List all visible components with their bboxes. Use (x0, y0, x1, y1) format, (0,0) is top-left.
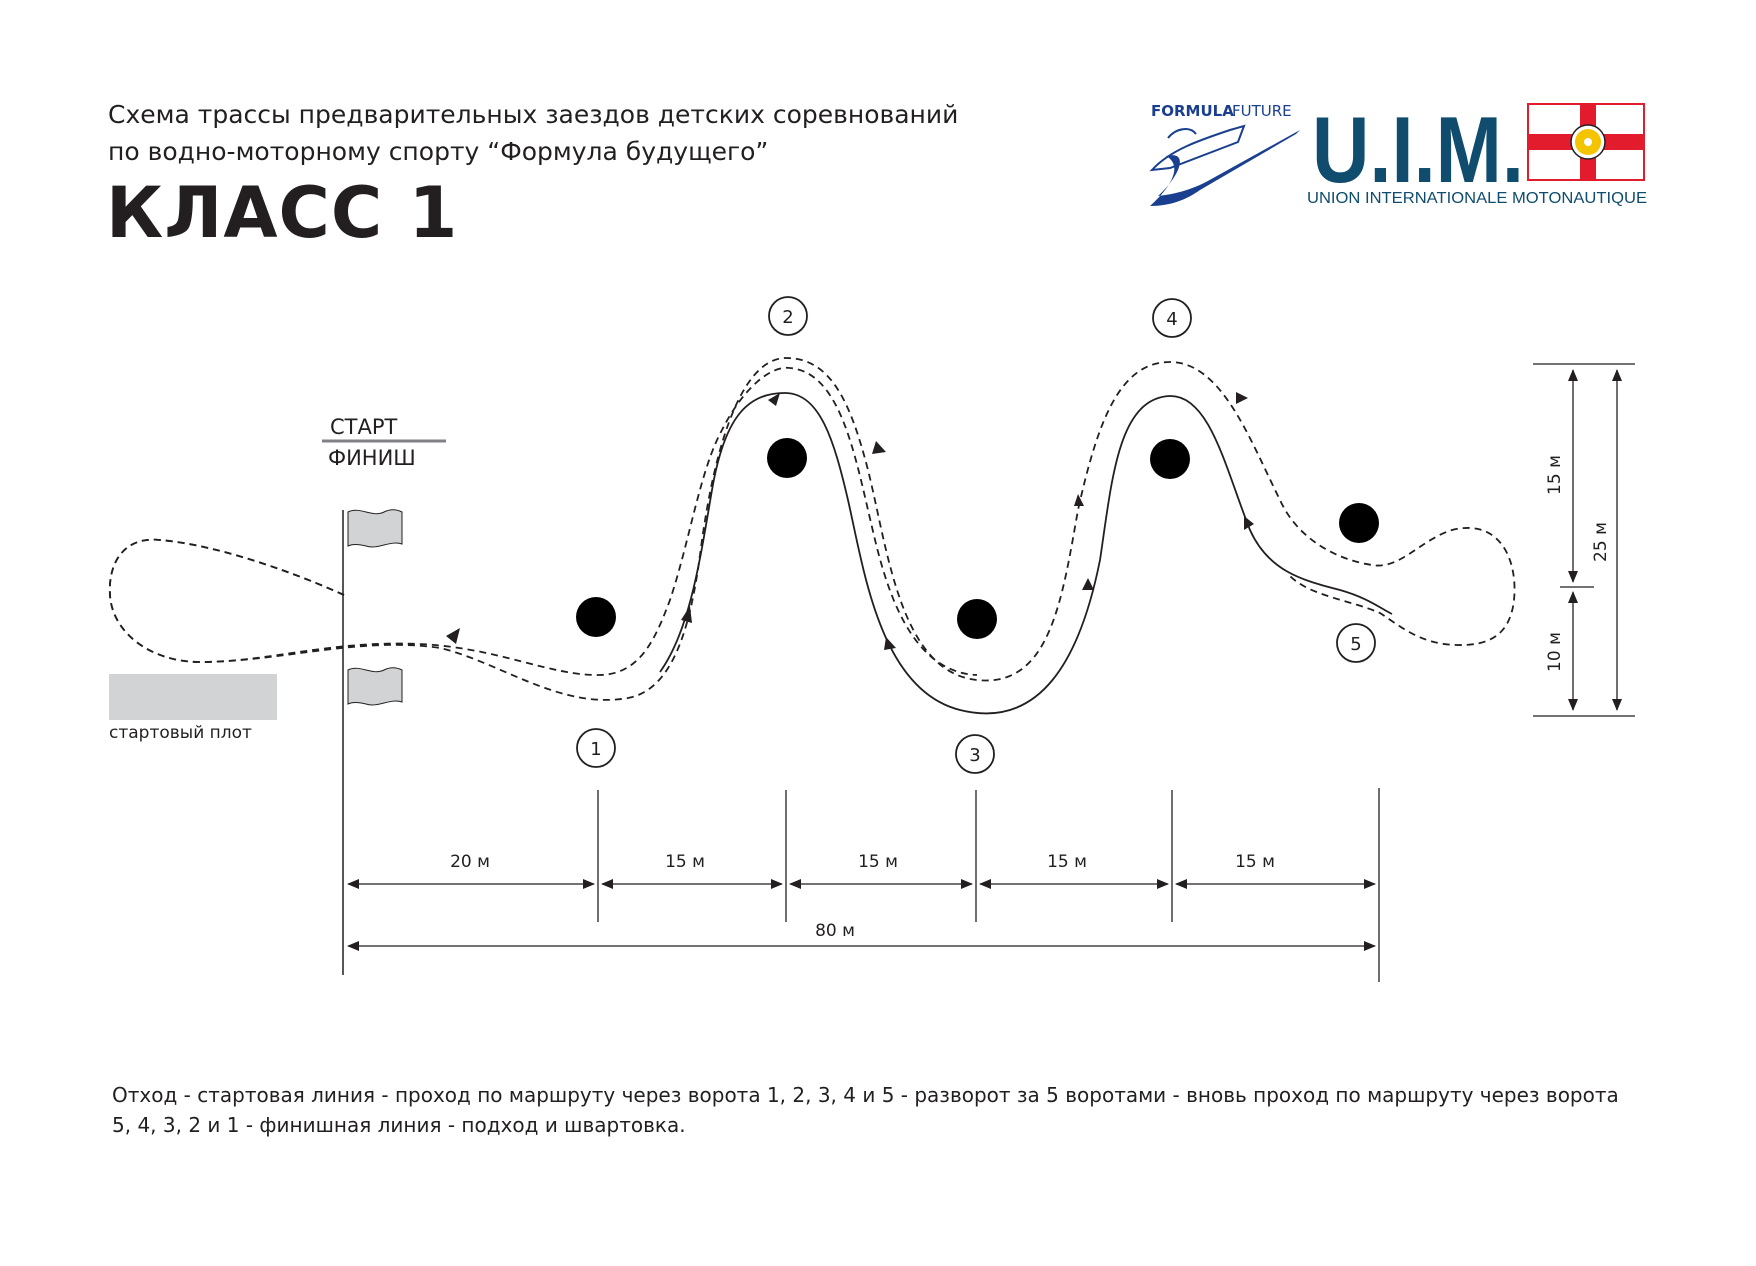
title-line-2: по водно-моторному спорту “Формула будущ… (108, 137, 769, 166)
gate-number-1: 1 (576, 728, 616, 768)
dim-label-vertical-25m: 25 м (1591, 522, 1611, 562)
uim-logo: U.I.M. UNION INTERNATIONALE MOTONAUTIQUE (1307, 97, 1647, 207)
title-line-1: Схема трассы предварительных заездов дет… (108, 100, 959, 129)
buoy-2 (767, 438, 807, 478)
route-solid (659, 392, 1393, 715)
dim-label-20m: 20 м (450, 852, 490, 872)
vertical-dimensions (1533, 363, 1635, 717)
buoy-3 (957, 599, 997, 639)
dim-label-15m-a: 15 м (665, 852, 705, 872)
horizontal-dimensions (347, 788, 1380, 982)
formula-future-logo: FORMULA FUTURE (1149, 102, 1300, 206)
gate-4-label: 4 (1166, 309, 1177, 330)
route-arrow (884, 637, 896, 650)
class-heading: КЛАСС 1 (106, 172, 459, 254)
uim-flag-icon (1527, 103, 1645, 181)
route-dashed-return (108, 366, 978, 676)
route-dashed-outer (108, 357, 1516, 701)
uim-letters: U.I.M. (1312, 97, 1524, 202)
flag-icon-bottom (347, 667, 403, 706)
route-description-line-2: 5, 4, 3, 2 и 1 - финишная линия - подход… (112, 1113, 686, 1137)
route-arrow (681, 606, 692, 623)
gate-number-3: 3 (955, 734, 995, 774)
gate-number-2: 2 (768, 296, 808, 336)
start-raft (109, 674, 277, 720)
buoy-4 (1150, 439, 1190, 479)
route-arrow (1082, 578, 1094, 590)
boat-wave-icon (1149, 124, 1300, 206)
route-arrow (768, 393, 780, 406)
buoy-1 (576, 597, 616, 637)
uim-subtitle: UNION INTERNATIONALE MOTONAUTIQUE (1307, 190, 1647, 207)
route-arrow (446, 628, 460, 644)
formula-future-word1: FORMULA (1151, 102, 1234, 120)
gate-2-label: 2 (782, 307, 793, 328)
gate-1-label: 1 (590, 739, 601, 760)
route-description: Отход - стартовая линия - проход по марш… (112, 1080, 1619, 1140)
route-description-line-1: Отход - стартовая линия - проход по марш… (112, 1083, 1619, 1107)
gate-5-label: 5 (1350, 634, 1361, 655)
gate-number-4: 4 (1152, 298, 1192, 338)
gate-number-5: 5 (1336, 623, 1376, 663)
buoy-5 (1339, 503, 1379, 543)
formula-future-word2: FUTURE (1232, 102, 1292, 120)
raft-label: стартовый плот (109, 723, 252, 743)
dim-label-15m-b: 15 м (858, 852, 898, 872)
dim-label-15m-c: 15 м (1047, 852, 1087, 872)
dim-label-vertical-10m: 10 м (1545, 632, 1565, 672)
start-label: СТАРТ (330, 415, 398, 439)
route-arrow (1244, 516, 1254, 530)
diagram-title: Схема трассы предварительных заездов дет… (108, 96, 958, 170)
route-arrow (872, 441, 886, 454)
gate-3-label: 3 (969, 745, 980, 766)
dim-label-vertical-15m: 15 м (1545, 455, 1565, 495)
flag-icon-top (347, 509, 403, 548)
route-arrow (1074, 494, 1084, 506)
finish-label: ФИНИШ (328, 446, 416, 470)
route-arrow (1236, 392, 1248, 404)
dim-label-15m-d: 15 м (1235, 852, 1275, 872)
dim-label-80m: 80 м (815, 921, 855, 941)
